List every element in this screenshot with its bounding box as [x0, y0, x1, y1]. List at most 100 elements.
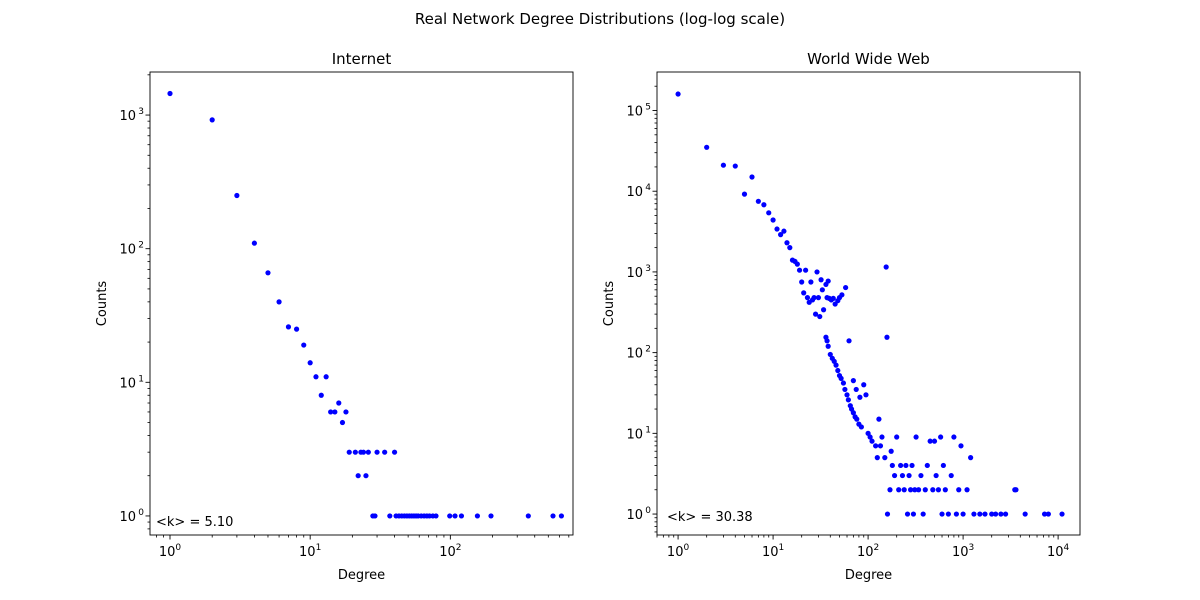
data-point [906, 472, 912, 479]
data-point [732, 163, 738, 169]
data-point [784, 240, 790, 246]
data-point [1022, 511, 1028, 517]
data-point [840, 380, 847, 386]
data-point [799, 279, 805, 285]
www-x-label: Degree [845, 568, 892, 583]
data-point [749, 174, 755, 180]
figure-title: Real Network Degree Distributions (log-l… [415, 10, 785, 28]
data-point [761, 202, 767, 208]
data-point [939, 511, 945, 517]
data-point [876, 416, 882, 422]
data-point [781, 228, 787, 234]
data-point [704, 144, 710, 150]
data-point [909, 462, 915, 469]
data-point [915, 487, 922, 493]
data-point [839, 292, 845, 298]
data-point [755, 198, 761, 204]
data-point [447, 513, 453, 519]
data-point [894, 434, 900, 440]
data-point [899, 472, 906, 479]
data-point [874, 455, 880, 461]
data-point [815, 295, 822, 301]
data-point [328, 409, 334, 415]
www-title: World Wide Web [807, 50, 930, 68]
internet-plot-area [149, 71, 574, 536]
data-point [372, 513, 378, 519]
data-point [323, 374, 329, 380]
data-point [877, 443, 884, 449]
data-point [882, 455, 888, 461]
data-point [433, 513, 439, 519]
data-point [861, 382, 867, 388]
data-point [833, 362, 839, 368]
data-point [998, 511, 1004, 517]
data-point [234, 192, 240, 199]
data-point [355, 473, 361, 479]
data-point [787, 245, 793, 251]
data-point [812, 311, 819, 317]
data-point [803, 267, 809, 273]
data-point [883, 264, 889, 270]
data-point [922, 487, 928, 493]
data-point [956, 487, 962, 493]
data-point [912, 487, 918, 493]
data-point [913, 434, 919, 440]
data-point [525, 513, 531, 519]
data-point [474, 513, 481, 519]
data-point [801, 290, 807, 296]
data-point [945, 511, 951, 517]
data-point [817, 313, 823, 320]
data-point [889, 462, 895, 469]
data-point [1045, 511, 1051, 517]
data-point [1013, 487, 1019, 493]
data-point [811, 295, 817, 301]
data-point [884, 511, 891, 517]
data-point [940, 462, 946, 469]
data-point [850, 410, 856, 416]
data-point [964, 487, 970, 493]
data-point [938, 434, 944, 440]
internet-y-label: Counts [95, 281, 110, 327]
data-point [301, 342, 307, 348]
data-point [276, 299, 282, 305]
data-point [265, 270, 271, 276]
internet-x-label: Degree [338, 568, 385, 583]
data-point [794, 261, 800, 267]
internet-title: Internet [332, 50, 392, 68]
data-point [167, 90, 173, 97]
data-point [982, 511, 988, 517]
data-point [845, 397, 851, 403]
data-point [907, 487, 914, 493]
www-points [675, 91, 1065, 517]
data-point [891, 472, 898, 479]
www-mean-degree: <k> = 30.38 [667, 510, 753, 525]
data-point [879, 434, 885, 440]
data-point [824, 338, 830, 344]
data-point [819, 287, 825, 293]
data-point [827, 351, 833, 358]
data-point [835, 367, 841, 374]
data-point [488, 513, 494, 519]
data-point [854, 416, 860, 422]
internet-points [167, 90, 565, 519]
data-point [307, 360, 313, 366]
data-point [363, 473, 369, 479]
data-point [873, 443, 879, 449]
data-point [313, 374, 319, 380]
data-point [993, 511, 999, 517]
data-point [804, 295, 811, 301]
data-point [953, 511, 959, 517]
data-point [863, 392, 869, 398]
data-point [927, 438, 933, 444]
data-point [935, 487, 942, 493]
data-point [838, 375, 844, 381]
data-point [770, 217, 776, 223]
data-point [842, 386, 848, 393]
data-point [846, 338, 852, 344]
data-point [820, 307, 827, 313]
data-point [924, 462, 930, 469]
data-point [766, 210, 772, 216]
data-point [382, 449, 388, 455]
